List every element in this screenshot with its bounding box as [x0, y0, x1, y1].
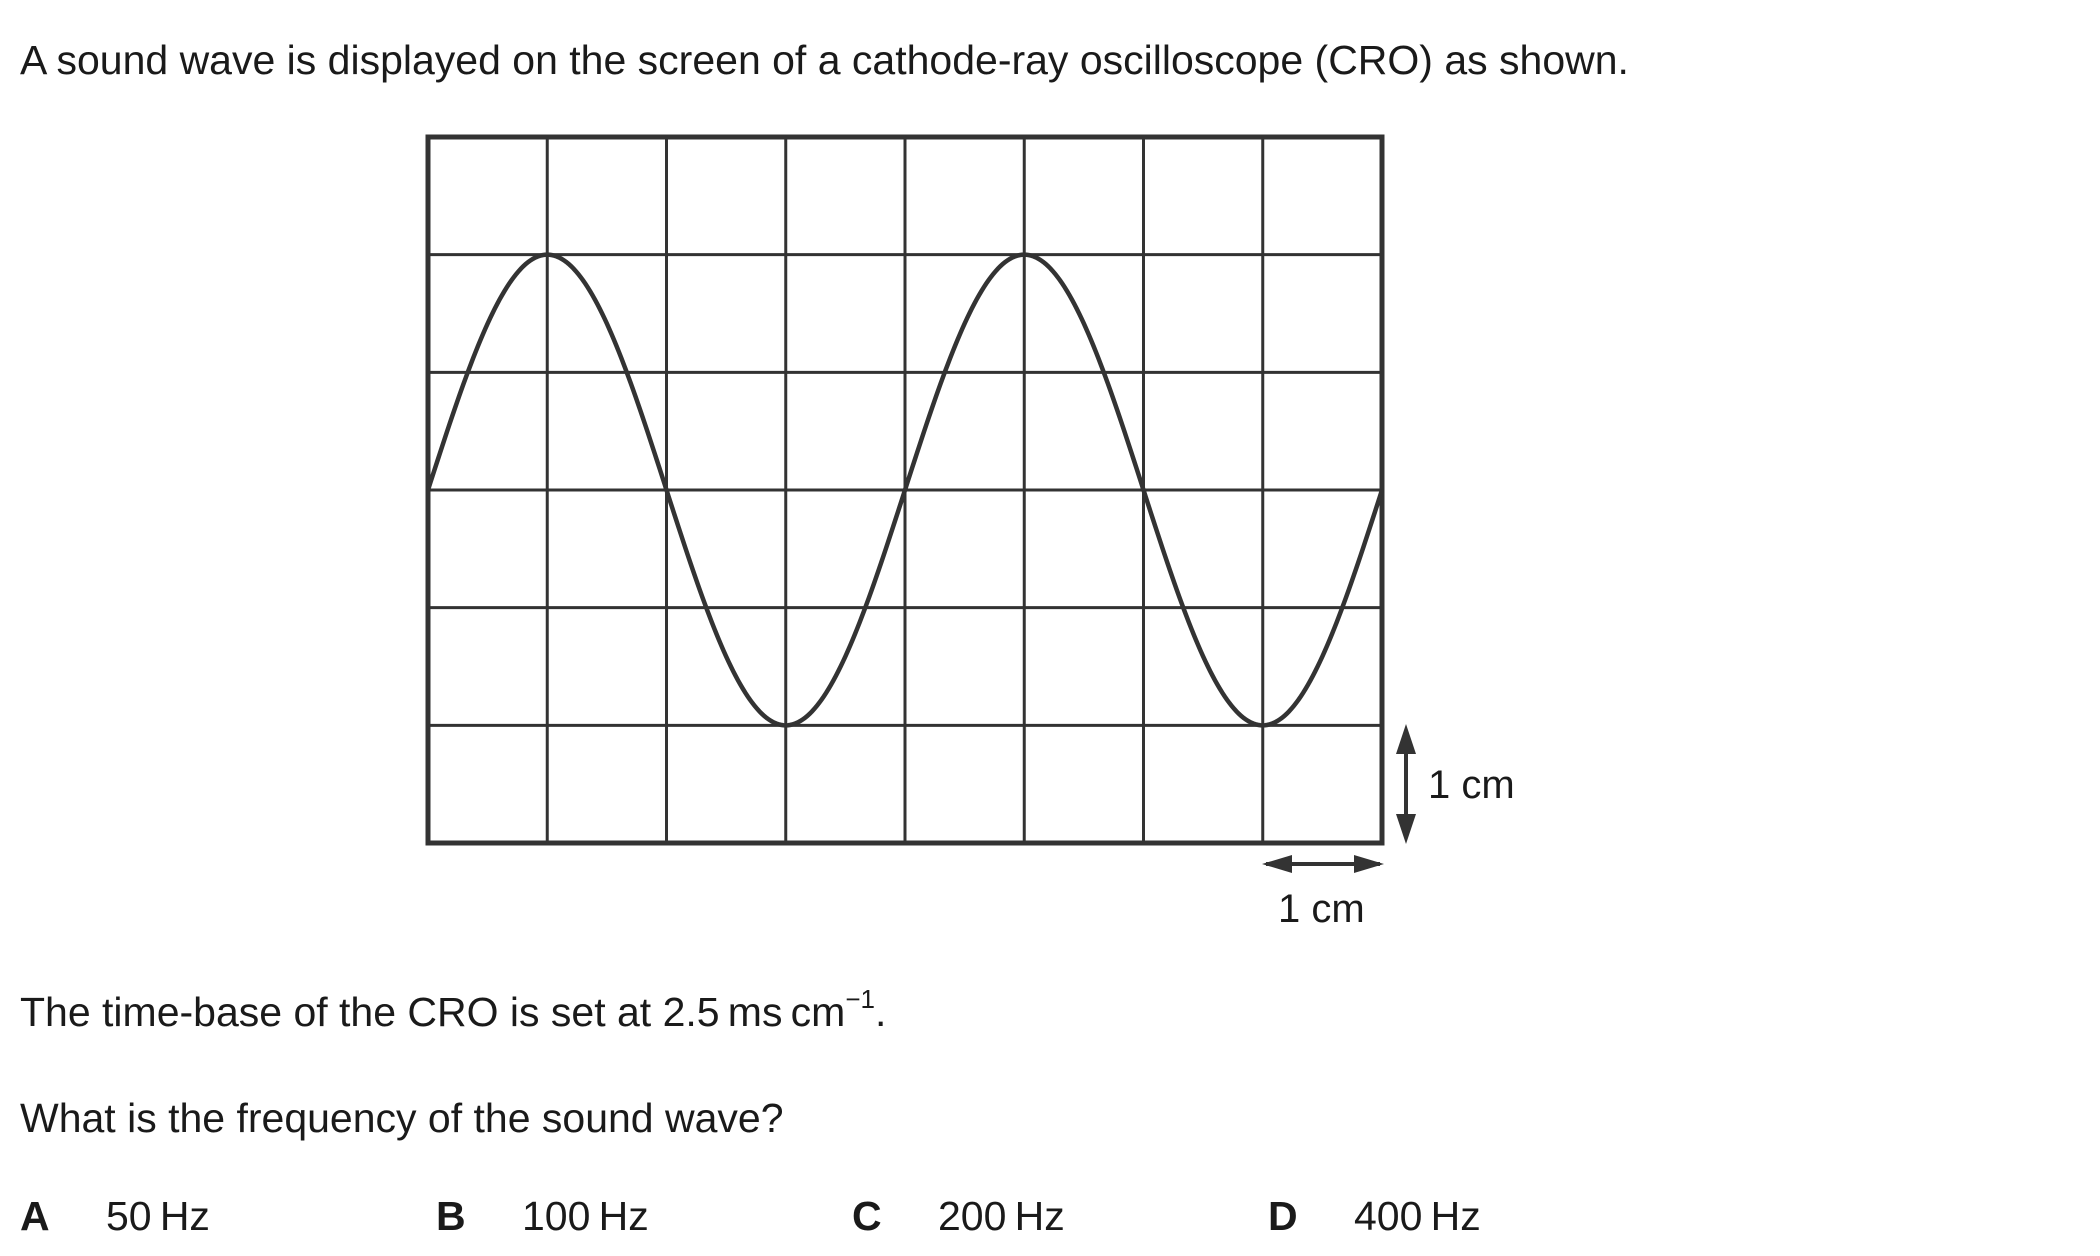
- question-prompt: What is the frequency of the sound wave?: [20, 1095, 784, 1141]
- sound-waveform: [425, 252, 1385, 728]
- option-b[interactable]: B 100 Hz: [436, 1196, 649, 1237]
- horizontal-scale-label: 1 cm: [1278, 887, 1365, 931]
- timebase-text: The time-base of the CRO is set at 2.5 m…: [20, 989, 846, 1035]
- vertical-scale-label: 1 cm: [1428, 763, 1515, 807]
- option-c[interactable]: C 200 Hz: [852, 1196, 1065, 1237]
- option-a[interactable]: A 50 Hz: [20, 1196, 210, 1237]
- option-text: 100 Hz: [522, 1193, 649, 1239]
- timebase-end: .: [874, 989, 887, 1035]
- option-text: 200 Hz: [938, 1193, 1065, 1239]
- option-letter: C: [852, 1193, 882, 1239]
- horizontal-scale-indicator: 1 cm: [1262, 855, 1384, 931]
- horizontal-arrow-head-left: [1262, 855, 1292, 873]
- timebase-superscript: −1: [845, 984, 875, 1014]
- option-text: 400 Hz: [1354, 1193, 1481, 1239]
- option-letter: A: [20, 1193, 50, 1239]
- timebase-statement: The time-base of the CRO is set at 2.5 m…: [20, 986, 887, 1035]
- vertical-scale-indicator: 1 cm: [1396, 724, 1515, 844]
- vertical-arrow-head-bottom: [1396, 814, 1416, 844]
- vertical-arrow-head-top: [1396, 724, 1416, 754]
- cro-diagram: 1 cm 1 cm: [425, 134, 1515, 931]
- option-d[interactable]: D 400 Hz: [1268, 1196, 1481, 1237]
- question-intro: A sound wave is displayed on the screen …: [20, 37, 1629, 83]
- option-letter: D: [1268, 1193, 1298, 1239]
- option-text: 50 Hz: [106, 1193, 210, 1239]
- horizontal-arrow-head-right: [1354, 855, 1384, 873]
- option-letter: B: [436, 1193, 466, 1239]
